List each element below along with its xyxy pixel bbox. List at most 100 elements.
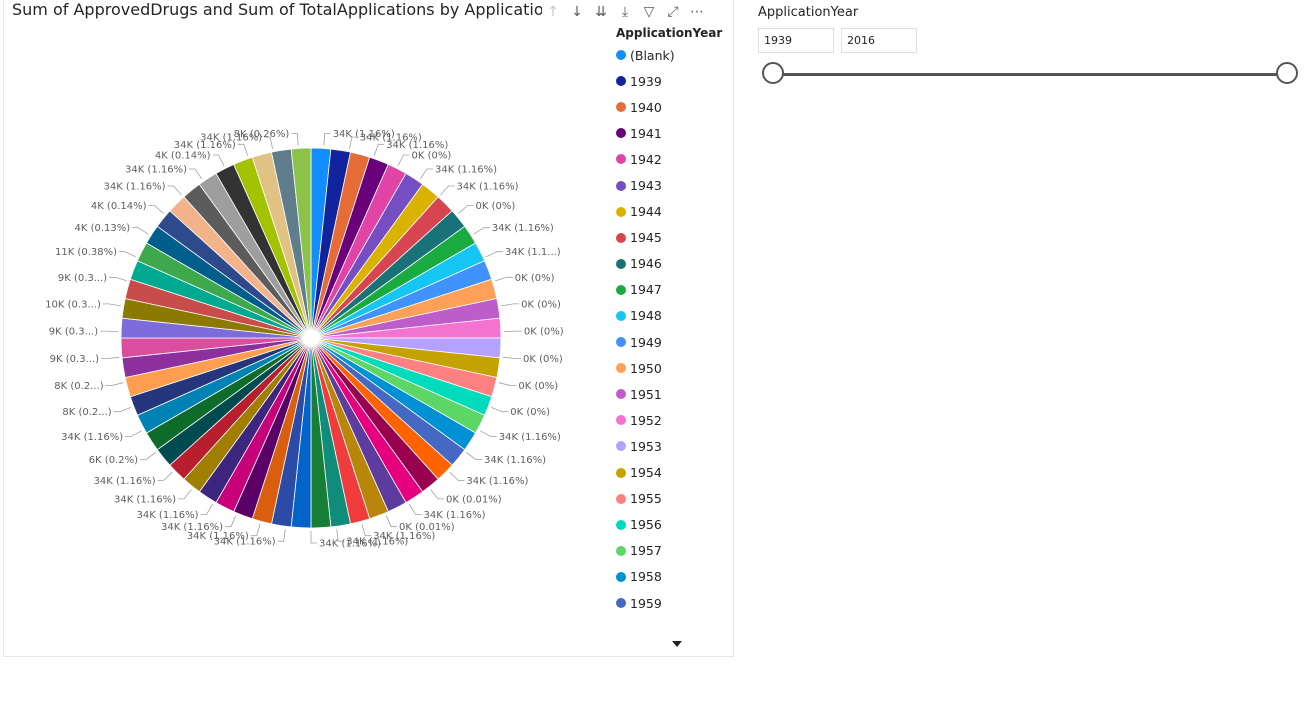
slicer-end-input[interactable]: 2016 [841, 28, 917, 53]
slice-data-label: 34K (1.16%) [435, 165, 497, 176]
slicer-title: ApplicationYear [758, 5, 859, 20]
legend-item[interactable]: 1945 [616, 225, 734, 251]
label-leader-line [140, 452, 156, 461]
label-leader-line [385, 515, 397, 528]
slice-data-label: 0K (0%) [476, 201, 516, 212]
legend-item[interactable]: 1954 [616, 460, 734, 486]
slice-data-label: 34K (1.16%) [386, 140, 448, 151]
slice-data-label: 34K (1.16%) [424, 510, 486, 521]
label-leader-line [495, 276, 513, 282]
legend-item-label: 1949 [630, 334, 662, 350]
label-leader-line [490, 407, 509, 413]
label-leader-line [502, 356, 521, 359]
filter-icon[interactable]: ▽ [643, 4, 655, 20]
label-leader-line [102, 303, 121, 307]
legend-item-label: 1940 [630, 99, 662, 115]
legend-item[interactable]: 1942 [616, 146, 734, 172]
slice-data-label: 34K (1.16%) [125, 165, 187, 176]
legend-item-label: 1941 [630, 125, 662, 141]
legend-item-label: 1955 [630, 491, 662, 507]
legend-color-marker [616, 571, 626, 582]
legend-item[interactable]: (Blank) [616, 42, 734, 68]
label-leader-line [485, 251, 503, 258]
label-leader-line [113, 407, 132, 413]
label-leader-line [498, 382, 517, 386]
legend-item[interactable]: 1946 [616, 251, 734, 277]
label-leader-line [101, 356, 120, 359]
legend-item[interactable]: 1941 [616, 120, 734, 146]
slicer-start-handle[interactable] [762, 62, 784, 84]
slicer-end-handle[interactable] [1276, 62, 1298, 84]
slicer-start-input[interactable]: 1939 [758, 28, 834, 53]
pie-chart-visual[interactable]: Sum of ApprovedDrugs and Sum of TotalApp… [3, 0, 734, 657]
focus-mode-icon[interactable]: ⤢ [667, 4, 679, 20]
legend-color-marker [616, 545, 626, 556]
slice-data-label: 34K (1.16%) [499, 432, 561, 443]
label-leader-line [349, 136, 358, 149]
chart-legend: ApplicationYear (Blank) 1939 1940 1941 1942 1… [616, 24, 734, 616]
legend-item[interactable]: 1955 [616, 486, 734, 512]
legend-item[interactable]: 1949 [616, 329, 734, 355]
legend-item-label: 1942 [630, 151, 662, 167]
double-arrow-down-icon[interactable]: ⇊ [595, 4, 607, 20]
legend-item-label: 1943 [630, 178, 662, 194]
label-leader-line [178, 489, 192, 500]
more-options-icon[interactable]: ⋯ [690, 4, 704, 20]
legend-item[interactable]: 1947 [616, 277, 734, 303]
legend-scroll-down-icon[interactable] [672, 641, 682, 647]
legend-color-marker [616, 232, 626, 243]
label-leader-line [430, 489, 444, 500]
label-leader-line [105, 382, 124, 386]
slice-data-label: 34K (1.1...) [505, 247, 561, 258]
slice-data-label: 34K (1.16%) [319, 539, 381, 550]
expand-hierarchy-icon[interactable]: ⤓ [621, 4, 629, 20]
legend-color-marker [616, 206, 626, 217]
slice-data-label: 0K (0%) [412, 151, 452, 162]
slice-data-label: 34K (1.16%) [214, 537, 276, 548]
legend-color-marker [616, 337, 626, 348]
legend-item[interactable]: 1950 [616, 355, 734, 381]
arrow-up-icon[interactable]: ↑ [547, 4, 559, 20]
legend-item-label: 1946 [630, 256, 662, 272]
slice-data-label: 0K (0.01%) [399, 522, 455, 533]
arrow-down-icon[interactable]: ↓ [571, 4, 583, 20]
legend-item[interactable]: 1944 [616, 199, 734, 225]
slice-data-label: 11K (0.38%) [55, 247, 117, 258]
slicer-track[interactable] [774, 73, 1286, 76]
legend-item-label: 1944 [630, 204, 662, 220]
slice-data-label: 34K (1.16%) [174, 140, 236, 151]
legend-item[interactable]: 1939 [616, 68, 734, 94]
legend-item[interactable]: 1951 [616, 381, 734, 407]
legend-item[interactable]: 1956 [616, 512, 734, 538]
slice-data-label: 34K (1.16%) [346, 537, 408, 548]
label-leader-line [237, 143, 249, 156]
legend-color-marker [616, 258, 626, 269]
slice-data-label: 8K (0.2...) [62, 407, 111, 418]
legend-item[interactable]: 1948 [616, 303, 734, 329]
legend-color-marker [616, 310, 626, 321]
legend-color-marker [616, 154, 626, 165]
legend-item-label: 1947 [630, 282, 662, 298]
legend-color-marker [616, 415, 626, 426]
legend-item[interactable]: 1940 [616, 94, 734, 120]
legend-item[interactable]: 1952 [616, 407, 734, 433]
label-leader-line [264, 136, 273, 149]
slice-data-label: 0K (0.01%) [446, 494, 502, 505]
legend-item[interactable]: 1957 [616, 538, 734, 564]
legend-item[interactable]: 1958 [616, 564, 734, 590]
slice-data-label: 8K (0.2...) [54, 381, 103, 392]
legend-item[interactable]: 1953 [616, 433, 734, 459]
slice-data-label: 0K (0%) [518, 381, 558, 392]
slice-data-label: 8K (0.26%) [234, 129, 290, 140]
pie-chart: 34K (1.16%)34K (1.16%)34K (1.16%)0K (0%)… [45, 129, 564, 550]
pie-slice[interactable] [290, 147, 312, 339]
label-leader-line [310, 531, 317, 544]
legend-item[interactable]: 1959 [616, 590, 734, 616]
label-leader-line [458, 205, 474, 214]
legend-item[interactable]: 1943 [616, 172, 734, 198]
slice-data-label: 4K (0.14%) [155, 151, 211, 162]
label-leader-line [250, 523, 261, 537]
slice-data-label: 34K (1.16%) [333, 129, 395, 140]
legend-color-marker [616, 284, 626, 295]
legend-color-marker [616, 441, 626, 452]
